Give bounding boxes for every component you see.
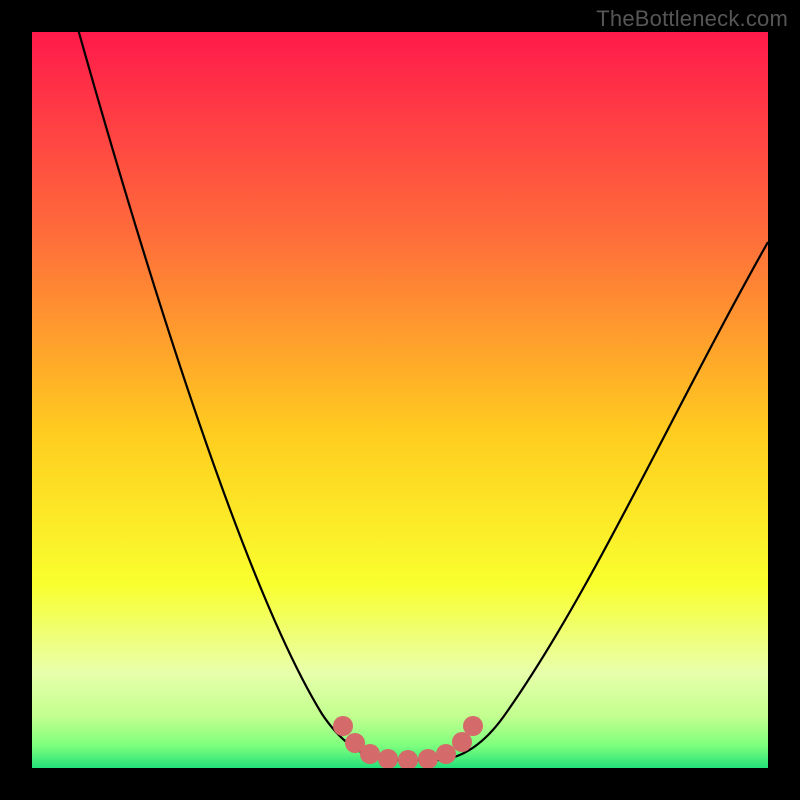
chart-frame: TheBottleneck.com bbox=[0, 0, 800, 800]
marker-dot bbox=[360, 744, 380, 764]
marker-dot bbox=[463, 716, 483, 736]
bottleneck-curve bbox=[76, 32, 768, 760]
watermark-text: TheBottleneck.com bbox=[596, 6, 788, 32]
curve-layer bbox=[32, 32, 768, 768]
marker-dot bbox=[333, 716, 353, 736]
marker-dot bbox=[436, 744, 456, 764]
bottom-marker-group bbox=[333, 716, 483, 768]
marker-dot bbox=[418, 749, 438, 768]
marker-dot bbox=[398, 750, 418, 768]
marker-dot bbox=[378, 749, 398, 768]
